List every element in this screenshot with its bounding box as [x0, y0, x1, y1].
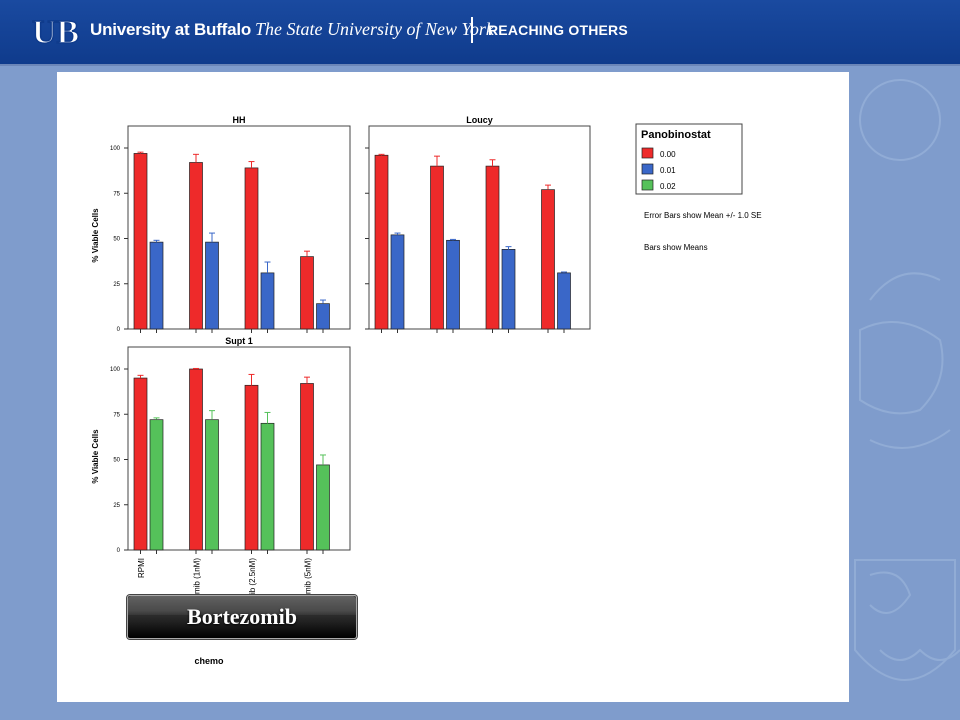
legend-swatch	[641, 147, 654, 159]
bar	[244, 384, 259, 551]
bar	[374, 154, 389, 330]
y-tick-label: 100	[110, 146, 121, 152]
y-axis-label: % Viable Cells	[91, 208, 100, 263]
y-tick-label: 75	[113, 412, 120, 418]
bar	[446, 239, 460, 330]
bar-chart-panels: HH 0 25 50 75 100 % Viable Cells Loucy Supt 1 0 25…	[91, 115, 762, 666]
x-tick-label: RPMI	[137, 558, 146, 578]
bar	[189, 368, 203, 551]
legend-title: Panobinostat	[641, 129, 711, 141]
x-tick-label: Bortezomib (5nM)	[304, 558, 313, 622]
y-axis-label: % Viable Cells	[91, 429, 100, 484]
university-name[interactable]: University at Buffalo	[90, 20, 252, 39]
bar	[316, 464, 330, 551]
legend-swatch	[641, 179, 654, 191]
bar	[205, 419, 219, 551]
bar	[300, 383, 314, 551]
site-header: UB University at Buffalo The State Unive…	[0, 0, 960, 66]
legend-box	[635, 123, 743, 195]
bar	[485, 165, 500, 330]
bar	[260, 272, 275, 330]
x-tick-label: Bortezomib (2.5nM)	[248, 558, 257, 629]
bar	[189, 162, 203, 330]
bar	[541, 189, 555, 330]
bortezomib-button[interactable]: Bortezomib	[127, 595, 357, 639]
suny-name: The State University of New York	[255, 19, 494, 39]
y-tick-label: 0	[117, 327, 121, 333]
legend-swatch	[641, 163, 654, 175]
header-tagline: REACHING OTHERS	[488, 22, 628, 38]
chart-panel-title: Loucy	[466, 115, 493, 125]
y-tick-label: 50	[113, 458, 120, 464]
legend-note-bars: Bars show Means	[644, 243, 708, 252]
legend-entry-label: 0.01	[660, 166, 676, 175]
ub-logo-text: UB	[32, 14, 79, 48]
x-tick-label: Bortezomib (1nM)	[193, 558, 202, 622]
ub-logo-icon: UB	[31, 14, 80, 48]
y-tick-label: 25	[113, 503, 120, 509]
bar	[430, 165, 444, 330]
bar	[133, 153, 148, 330]
legend-entry-label: 0.00	[660, 150, 676, 159]
bar	[205, 241, 219, 330]
chart-panel-title: HH	[233, 115, 246, 125]
bar	[501, 249, 516, 330]
bar	[244, 167, 259, 330]
bar	[149, 419, 164, 551]
bortezomib-button-label: Bortezomib	[187, 604, 297, 629]
y-tick-label: 75	[113, 191, 120, 197]
bar	[133, 377, 148, 551]
y-tick-label: 25	[113, 282, 120, 288]
legend-entry-label: 0.02	[660, 182, 676, 191]
y-tick-label: 50	[113, 237, 120, 243]
button-sheen	[128, 596, 356, 615]
header-divider	[471, 17, 473, 43]
slide-content: HH 0 25 50 75 100 % Viable Cells Loucy Supt 1 0 25…	[57, 72, 849, 702]
bar	[300, 256, 314, 330]
x-axis-label: chemo	[194, 656, 224, 666]
chart-panel-title: Supt 1	[225, 336, 253, 346]
bar	[557, 272, 571, 330]
bar	[316, 303, 330, 330]
legend-note-error-bars: Error Bars show Mean +/- 1.0 SE	[644, 211, 762, 220]
y-tick-label: 100	[110, 367, 121, 373]
bar	[149, 241, 164, 330]
y-tick-label: 0	[117, 548, 121, 554]
bar	[390, 234, 405, 330]
bar	[260, 422, 275, 551]
